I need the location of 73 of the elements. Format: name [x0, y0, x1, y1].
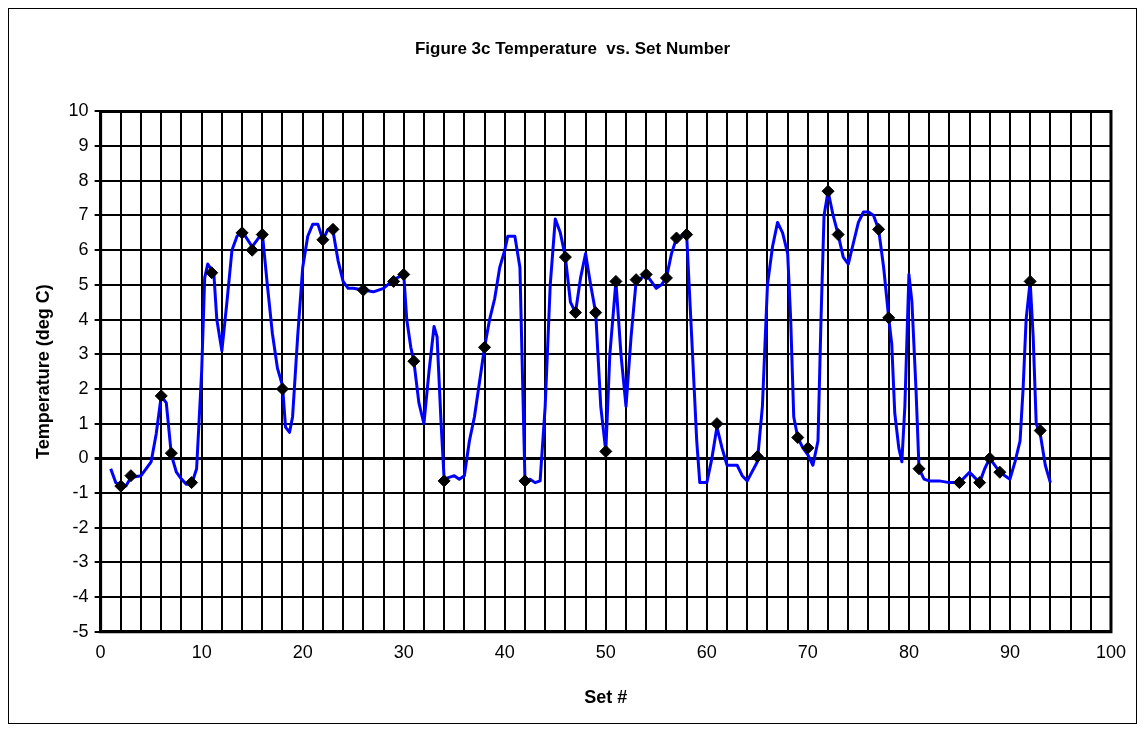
y-tick-label: 10	[68, 100, 89, 121]
point	[952, 476, 966, 490]
point	[124, 469, 138, 483]
point	[710, 417, 724, 431]
y-tick-label: -4	[72, 586, 89, 607]
point	[164, 446, 178, 460]
y-tick-label: 4	[78, 308, 89, 329]
x-axis-title: Set #	[584, 687, 628, 708]
point	[185, 476, 199, 490]
chart-title: Figure 3c Temperature vs. Set Number	[414, 38, 731, 58]
y-tick-label: 6	[78, 239, 89, 260]
x-tick-label: 90	[999, 641, 1020, 662]
point	[387, 274, 401, 288]
y-tick-label: -5	[72, 620, 89, 641]
x-tick-label: 0	[95, 641, 106, 662]
point	[791, 431, 805, 445]
point	[316, 233, 330, 247]
point	[639, 267, 653, 281]
point	[609, 274, 623, 288]
point	[205, 266, 219, 280]
y-tick-label: -1	[72, 482, 89, 502]
point	[670, 231, 684, 245]
point	[983, 451, 997, 465]
y-tick-label: 9	[78, 135, 89, 156]
y-tick-label: 0	[78, 447, 89, 468]
y-tick-label: -2	[72, 516, 89, 537]
point	[255, 228, 269, 242]
x-tick-label: 70	[797, 641, 818, 662]
y-tick-label: 3	[78, 343, 89, 364]
point	[993, 465, 1007, 479]
point	[882, 311, 896, 325]
y-tick-label: 5	[78, 273, 89, 294]
point	[326, 222, 340, 236]
x-tick-label: 20	[292, 641, 313, 662]
x-tick-label: 50	[595, 641, 616, 662]
point	[589, 306, 603, 320]
point	[114, 479, 128, 493]
point	[275, 382, 289, 396]
x-tick-label: 30	[393, 641, 414, 662]
x-tick-label: 40	[494, 641, 515, 662]
point	[437, 474, 451, 488]
point	[821, 184, 835, 198]
point	[629, 273, 643, 287]
point	[659, 271, 673, 285]
point	[912, 462, 926, 476]
point	[973, 476, 987, 490]
x-tick-label: 100	[1095, 641, 1127, 662]
point	[750, 450, 764, 464]
y-axis-title: Temperature (deg C)	[32, 284, 53, 459]
point	[831, 228, 845, 242]
point	[518, 474, 532, 488]
x-tick-label: 80	[898, 641, 919, 662]
point	[1033, 424, 1047, 438]
point	[478, 340, 492, 354]
point	[397, 267, 411, 281]
point	[558, 250, 572, 264]
point	[599, 444, 613, 458]
point	[407, 354, 421, 368]
point	[154, 389, 168, 403]
point	[872, 222, 886, 236]
point	[1023, 274, 1037, 288]
point	[801, 441, 815, 455]
y-tick-label: 7	[78, 204, 89, 225]
point	[235, 226, 249, 240]
point	[680, 228, 694, 242]
x-tick-label: 60	[696, 641, 717, 662]
point	[568, 306, 582, 320]
y-tick-label: 2	[78, 377, 89, 398]
point	[245, 243, 259, 257]
y-tick-label: 8	[78, 169, 89, 190]
x-tick-label: 10	[191, 641, 212, 662]
y-tick-label: -3	[72, 551, 89, 572]
y-tick-label: 1	[78, 412, 89, 433]
